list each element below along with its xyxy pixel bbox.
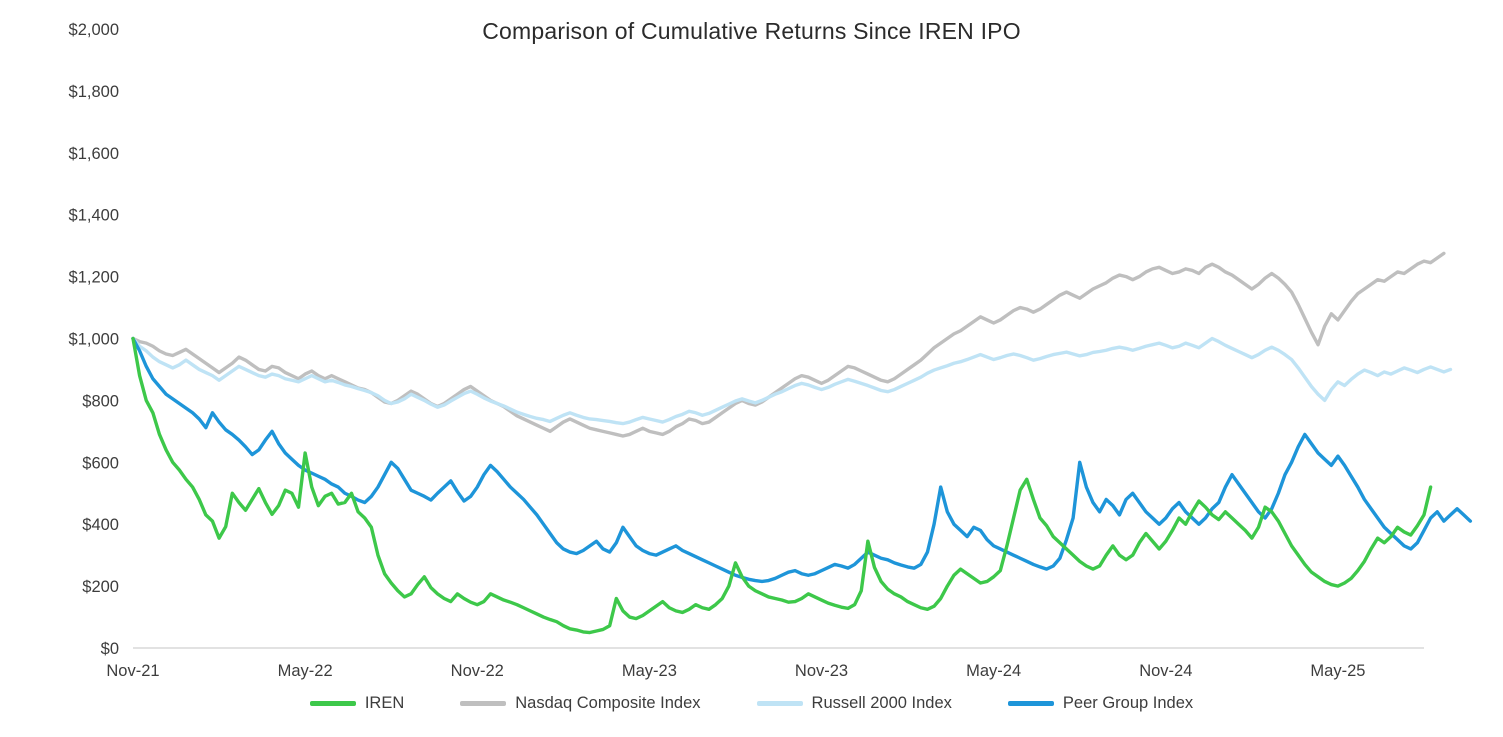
x-axis-tick-label: May-24 [966, 662, 1021, 680]
legend-item-label: Russell 2000 Index [811, 694, 952, 712]
legend-swatch-icon [460, 701, 507, 706]
legend-item-label: Peer Group Index [1062, 694, 1194, 712]
legend-item-russell-2000-index[interactable]: Russell 2000 Index [756, 694, 952, 713]
legend-item-nasdaq-composite-index[interactable]: Nasdaq Composite Index [460, 694, 701, 713]
y-axis-tick-label: $400 [82, 516, 119, 534]
y-axis-tick-label: $1,000 [69, 331, 119, 349]
y-axis-tick-label: $1,400 [69, 207, 119, 225]
x-axis-tick-label: Nov-22 [451, 662, 504, 680]
y-axis-tick-labels: $2,000 $1,800 $1,600 $1,400 $1,200 $1,000 $800… [69, 21, 119, 658]
series-line-russell-2000-index [131, 336, 1453, 426]
x-axis-tick-label: May-23 [622, 662, 677, 680]
series-line-iren [131, 336, 1433, 635]
legend-item-peer-group-index[interactable]: Peer Group Index [1007, 694, 1194, 713]
legend-item-label: IREN [364, 694, 405, 712]
y-axis-tick-label: $0 [101, 640, 119, 658]
series-lines [131, 251, 1473, 635]
y-axis-tick-label: $1,200 [69, 269, 119, 287]
x-axis-tick-label: Nov-24 [1139, 662, 1192, 680]
legend-item-iren[interactable]: IREN [309, 694, 405, 713]
x-axis-tick-label: Nov-21 [106, 662, 159, 680]
series-line-peer-group-index [131, 336, 1473, 584]
y-axis-tick-label: $800 [82, 392, 119, 410]
chart-legend: IREN Nasdaq Composite Index Russell 2000 I… [0, 694, 1503, 713]
y-axis-tick-label: $1,600 [69, 145, 119, 163]
x-axis-tick-label: May-25 [1310, 662, 1365, 680]
series-line-nasdaq-composite-index [131, 251, 1446, 438]
legend-swatch-icon [756, 701, 803, 706]
legend-swatch-icon [309, 701, 356, 706]
legend-item-label: Nasdaq Composite Index [515, 694, 701, 712]
y-axis-tick-label: $1,800 [69, 83, 119, 101]
x-axis-tick-labels: Nov-21 May-22 Nov-22 May-23 Nov-23 May-24 Nov-… [106, 662, 1365, 680]
chart-title: Comparison of Cumulative Returns Since I… [482, 18, 1021, 44]
y-axis-tick-label: $200 [82, 578, 119, 596]
legend-swatch-icon [1007, 701, 1054, 706]
y-axis-tick-label: $600 [82, 454, 119, 472]
x-axis-tick-label: May-22 [278, 662, 333, 680]
x-axis-tick-label: Nov-23 [795, 662, 848, 680]
y-axis-tick-label: $2,000 [69, 21, 119, 39]
